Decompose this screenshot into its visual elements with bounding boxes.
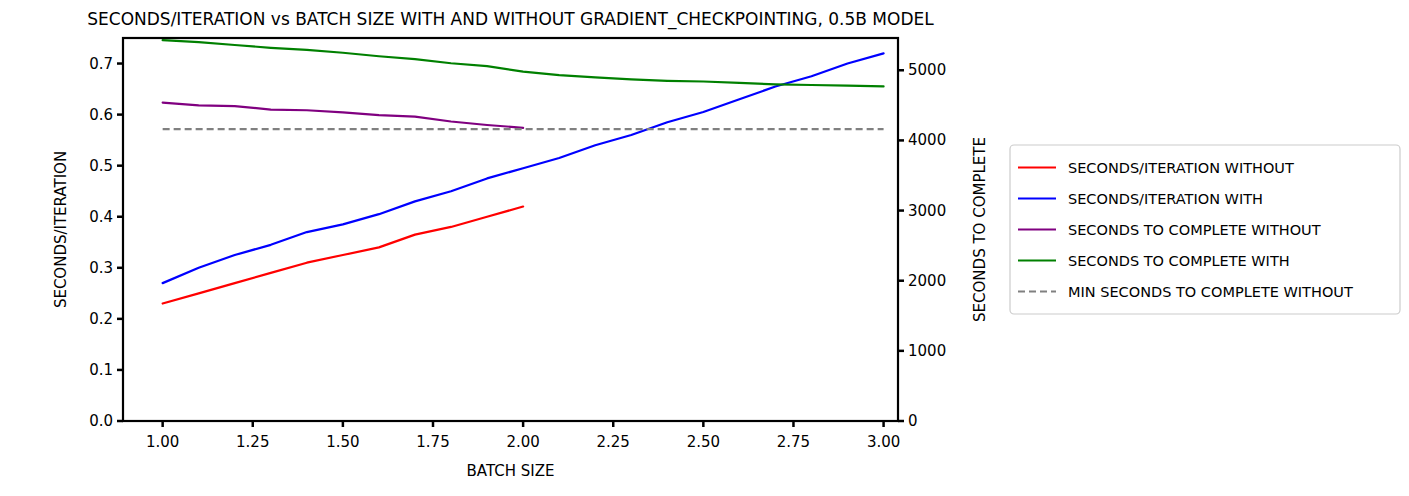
y-tick-label: 0.1	[89, 361, 113, 379]
lines	[163, 40, 884, 303]
series-line	[163, 53, 884, 283]
plot-frame	[123, 38, 898, 421]
chart-svg: SECONDS/ITERATION vs BATCH SIZE WITH AND…	[0, 0, 1409, 496]
x-tick-label: 2.50	[687, 433, 720, 451]
legend-label: SECONDS TO COMPLETE WITH	[1068, 253, 1290, 269]
x-tick-label: 2.75	[777, 433, 810, 451]
series-line	[163, 103, 523, 128]
y2-tick	[898, 69, 904, 72]
legend-label: SECONDS TO COMPLETE WITHOUT	[1068, 222, 1321, 238]
x-tick	[522, 421, 525, 427]
x-tick-label: 2.25	[597, 433, 630, 451]
y2-tick-label: 2000	[908, 272, 946, 290]
y-tick-label: 0.7	[89, 55, 113, 73]
series-line	[163, 128, 884, 130]
y2-tick-label: 0	[908, 412, 918, 430]
y-tick	[117, 164, 123, 167]
y2-tick	[898, 139, 904, 142]
x-tick	[161, 421, 164, 427]
x-axis-label: BATCH SIZE	[467, 462, 555, 480]
legend-swatch	[1018, 197, 1056, 199]
x-tick	[342, 421, 345, 427]
y2-tick-label: 4000	[908, 131, 946, 149]
y2-tick	[898, 279, 904, 282]
legend-label: SECONDS/ITERATION WITH	[1068, 191, 1263, 207]
legend-swatch	[1018, 228, 1056, 230]
y-tick	[117, 420, 123, 423]
series-line	[163, 40, 884, 86]
y2-tick-label: 3000	[908, 202, 946, 220]
legend-swatch	[1018, 259, 1056, 261]
x-tick-label: 1.25	[236, 433, 269, 451]
x-tick-label: 3.00	[867, 433, 900, 451]
x-tick	[612, 421, 615, 427]
y-tick	[117, 267, 123, 270]
x-tick-label: 1.75	[416, 433, 449, 451]
y-tick	[117, 113, 123, 116]
y2-tick	[898, 420, 904, 423]
y-tick	[117, 215, 123, 218]
y-tick-label: 0.2	[89, 310, 113, 328]
y-tick	[117, 369, 123, 372]
y-tick-label: 0.4	[89, 208, 113, 226]
y2-tick	[898, 350, 904, 353]
chart-container: SECONDS/ITERATION vs BATCH SIZE WITH AND…	[0, 0, 1409, 496]
x-tick	[702, 421, 705, 427]
y-tick-label: 0.0	[89, 412, 113, 430]
background	[0, 0, 1409, 496]
legend-swatch	[1018, 290, 1056, 292]
legend-box	[1010, 145, 1400, 314]
legend: SECONDS/ITERATION WITHOUT SECONDS/ITERATI…	[1010, 145, 1400, 314]
x-tick-label: 1.50	[326, 433, 359, 451]
x-tick	[432, 421, 435, 427]
x-tick	[792, 421, 795, 427]
y-tick-label: 0.6	[89, 106, 113, 124]
y2-tick	[898, 209, 904, 212]
y-tick-label: 0.3	[89, 259, 113, 277]
x-tick-label: 2.00	[506, 433, 539, 451]
y2-tick-label: 5000	[908, 61, 946, 79]
title: SECONDS/ITERATION vs BATCH SIZE WITH AND…	[87, 9, 934, 30]
x-tick	[252, 421, 255, 427]
x-tick	[882, 421, 885, 427]
x-tick-label: 1.00	[146, 433, 179, 451]
legend-label: MIN SECONDS TO COMPLETE WITHOUT	[1068, 284, 1353, 300]
y-tick	[117, 318, 123, 321]
legend-swatch	[1018, 166, 1056, 168]
y-tick-label: 0.5	[89, 157, 113, 175]
y2-axis-label: SECONDS TO COMPLETE	[971, 137, 989, 322]
y-tick	[117, 62, 123, 65]
y2-tick-label: 1000	[908, 342, 946, 360]
legend-label: SECONDS/ITERATION WITHOUT	[1068, 160, 1294, 176]
y-axis-label: SECONDS/ITERATION	[52, 151, 70, 308]
series-line	[163, 207, 523, 304]
